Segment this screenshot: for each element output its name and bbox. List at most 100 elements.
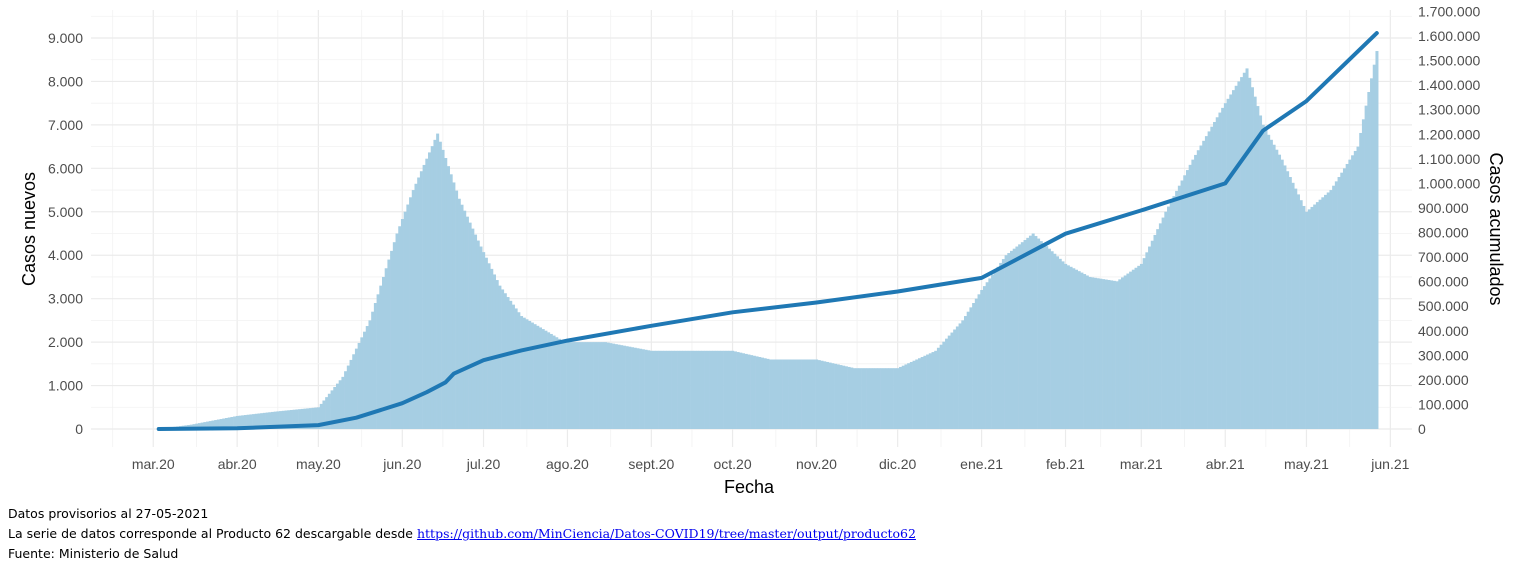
x-tick-label: jun.21	[1370, 456, 1409, 472]
daily-case-bar	[1348, 159, 1352, 429]
daily-case-bar	[793, 359, 797, 429]
daily-case-bar	[963, 316, 968, 429]
daily-case-bar	[649, 350, 653, 429]
daily-case-bar	[1305, 211, 1309, 429]
daily-case-bar	[1196, 150, 1200, 429]
y-right-tick-label: 0	[1418, 421, 1426, 437]
daily-case-bar	[503, 293, 507, 429]
daily-case-bar	[403, 211, 407, 429]
y-right-tick-label: 1.400.000	[1418, 77, 1480, 93]
daily-case-bar	[390, 250, 394, 429]
daily-case-bar	[1037, 238, 1041, 429]
daily-case-bar	[357, 342, 361, 429]
daily-case-bar	[880, 368, 884, 429]
y-right-tick-label: 100.000	[1418, 396, 1469, 412]
daily-case-bar	[1104, 279, 1108, 429]
producto62-link[interactable]: https://github.com/MinCiencia/Datos-COVI…	[416, 526, 916, 541]
daily-case-bar	[1207, 131, 1211, 429]
daily-case-bar	[398, 226, 402, 429]
daily-case-bar	[693, 350, 697, 429]
y-left-tick-label: 8.000	[48, 73, 83, 89]
daily-case-bar	[1085, 275, 1089, 429]
daily-case-bar	[317, 407, 321, 429]
daily-case-bar	[1088, 276, 1092, 429]
daily-case-bar	[647, 350, 651, 429]
footer-note-provisional: Datos provisorios al 27-05-2021	[8, 506, 209, 521]
axis-ticks: mar.20 abr.20 may.20 jun.20 jul.20 ago.20 sept…	[48, 3, 1481, 472]
daily-case-bar	[214, 420, 218, 429]
daily-case-bar	[579, 342, 583, 429]
daily-case-bar	[736, 352, 740, 429]
daily-case-bar	[639, 348, 643, 429]
daily-case-bar	[1121, 277, 1125, 429]
daily-case-bar	[766, 358, 770, 429]
daily-case-bar	[490, 268, 494, 429]
daily-case-bar	[1177, 185, 1181, 429]
daily-case-bar	[677, 350, 681, 429]
daily-case-bar	[1150, 240, 1154, 429]
daily-case-bar	[1191, 159, 1195, 429]
daily-case-bar	[1056, 256, 1060, 429]
y-axis-right-title: Casos acumulados	[1486, 152, 1506, 305]
y-right-tick-label: 1.100.000	[1418, 151, 1480, 167]
daily-case-bar	[882, 368, 886, 429]
daily-case-bar	[785, 359, 789, 429]
daily-case-bar	[1161, 217, 1165, 429]
daily-case-bar	[1026, 237, 1030, 429]
daily-case-bar	[698, 350, 702, 429]
daily-case-bar	[1329, 190, 1333, 429]
daily-case-bar	[620, 345, 624, 429]
x-tick-label: ene.21	[960, 456, 1003, 472]
footer-note-source-data: La serie de datos corresponde al Product…	[8, 526, 916, 541]
daily-case-bar	[869, 368, 873, 429]
y-left-tick-label: 0	[75, 421, 83, 437]
daily-case-bar	[449, 174, 453, 429]
daily-case-bar	[828, 362, 832, 429]
daily-case-bar	[733, 351, 737, 429]
daily-case-bar	[1245, 68, 1249, 430]
daily-case-bar	[235, 415, 239, 429]
daily-case-bar	[414, 183, 418, 429]
daily-case-bar	[663, 350, 667, 429]
daily-case-bar	[1034, 236, 1038, 429]
daily-case-bar	[1342, 168, 1346, 430]
daily-case-bar	[211, 420, 215, 429]
daily-case-bar	[993, 270, 997, 429]
daily-case-bar	[520, 316, 524, 429]
daily-case-bar	[319, 403, 323, 429]
daily-case-bar	[912, 360, 916, 429]
daily-case-bar	[817, 360, 821, 429]
daily-case-bar	[487, 263, 491, 429]
daily-case-bar	[1018, 244, 1022, 429]
daily-case-bar	[417, 177, 421, 429]
daily-case-bar	[1215, 117, 1219, 430]
daily-case-bar	[725, 350, 729, 429]
daily-case-bar	[923, 355, 927, 429]
daily-case-bar	[1175, 190, 1179, 429]
daily-case-bar	[901, 365, 905, 429]
daily-case-bar	[747, 354, 751, 429]
daily-case-bar	[1020, 242, 1024, 429]
daily-case-bar	[1345, 163, 1349, 429]
daily-case-bar	[1045, 246, 1049, 429]
daily-case-bar	[820, 360, 824, 429]
daily-case-bar	[825, 361, 829, 429]
daily-case-bar	[463, 210, 467, 429]
daily-case-bar	[1023, 240, 1027, 429]
y-right-tick-label: 900.000	[1418, 200, 1469, 216]
daily-case-bar	[246, 414, 250, 429]
daily-case-bar	[1326, 192, 1330, 429]
daily-case-bar	[660, 350, 664, 429]
daily-case-bar	[1234, 85, 1238, 430]
daily-case-bar	[525, 319, 529, 429]
daily-case-bar	[812, 359, 816, 429]
daily-case-bar	[917, 358, 921, 429]
daily-case-bar	[796, 359, 800, 429]
daily-case-bar	[585, 342, 589, 429]
y-right-tick-label: 700.000	[1418, 249, 1469, 265]
daily-case-bar	[1080, 272, 1084, 429]
daily-case-bar	[593, 342, 597, 429]
daily-case-bar	[728, 350, 732, 429]
daily-case-bar	[252, 414, 256, 429]
daily-case-bar	[1202, 140, 1206, 429]
